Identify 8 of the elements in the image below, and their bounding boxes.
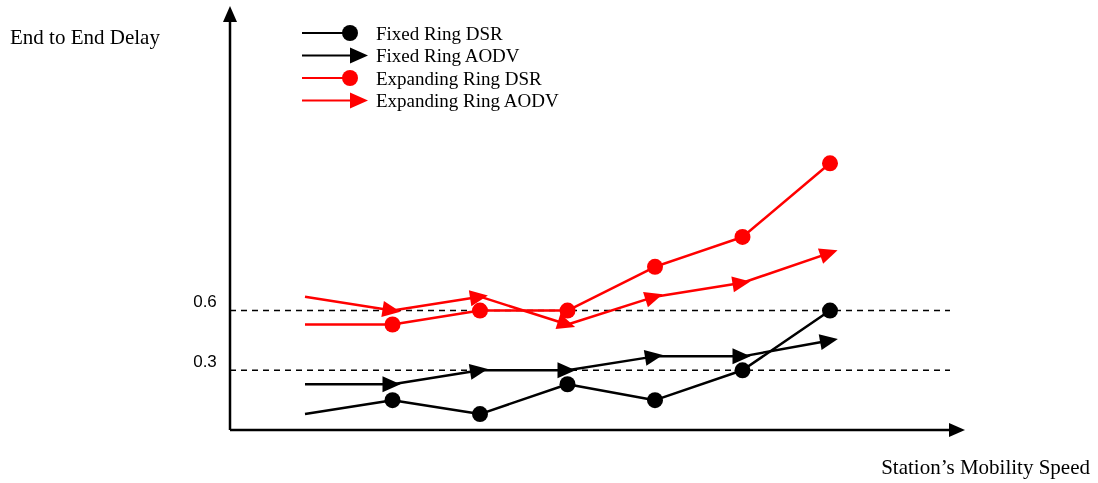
y-axis-title: End to End Delay bbox=[10, 25, 161, 49]
y-tick-label: 0.6 bbox=[193, 292, 217, 312]
y-tick-label: 0.3 bbox=[193, 351, 217, 371]
legend-label: Expanding Ring DSR bbox=[376, 67, 543, 89]
legend-label: Fixed Ring AODV bbox=[376, 45, 520, 67]
x-axis-title: Station’s Mobility Speed bbox=[881, 455, 1091, 479]
legend-label: Expanding Ring AODV bbox=[376, 90, 559, 112]
legend-label: Fixed Ring DSR bbox=[376, 22, 504, 44]
